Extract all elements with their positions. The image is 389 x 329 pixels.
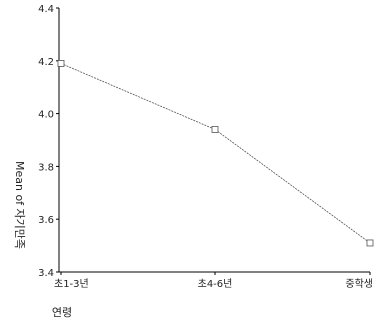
x-tick-label: 초4-6년 — [198, 278, 233, 290]
x-tick-label: 중학생 — [345, 278, 373, 290]
x-ticks-group: 초1-3년 초4-6년 중학생 — [54, 272, 373, 290]
y-tick-label: 3.6 — [38, 215, 54, 226]
y-tick-label: 4.4 — [38, 4, 54, 15]
series-line — [60, 63, 371, 244]
data-point-marker — [211, 126, 219, 133]
x-axis-title: 연령 — [52, 306, 72, 319]
y-axis-title: Mean of 자기만족 — [13, 161, 26, 249]
y-tick-label: 3.8 — [38, 162, 54, 173]
y-ticks-group: 4.4 4.2 4.0 3.8 3.6 3.4 — [38, 4, 59, 279]
data-point-marker — [366, 239, 374, 247]
y-tick-label: 3.4 — [38, 268, 54, 279]
data-point-marker — [57, 60, 65, 67]
y-tick-label: 4.0 — [38, 110, 54, 121]
y-tick-label: 4.2 — [38, 57, 54, 68]
x-tick-label: 초1-3년 — [54, 278, 89, 290]
series-group — [57, 60, 374, 247]
